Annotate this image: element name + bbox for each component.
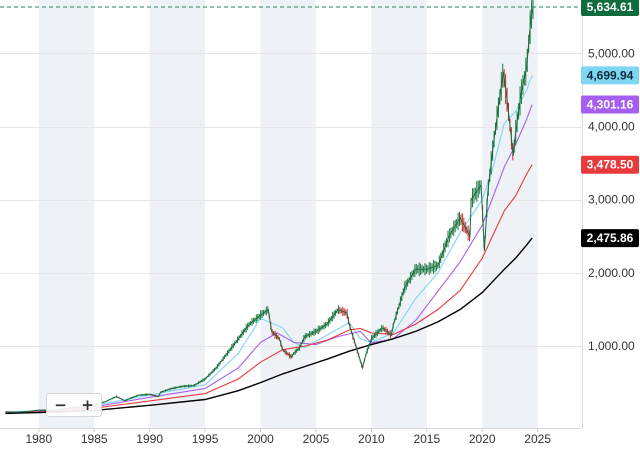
x-tick-label: 1980: [25, 432, 52, 446]
value-badge-label: 5,634.61: [587, 0, 634, 14]
year-band: [260, 0, 316, 428]
zoom-out-button[interactable]: −: [54, 395, 67, 414]
y-tick-label: 1,000.00: [588, 339, 635, 353]
moving-average-line: [5, 75, 533, 413]
y-tick-label: 3,000.00: [588, 193, 635, 207]
value-badge-label: 4,301.16: [587, 98, 634, 112]
year-band: [38, 0, 95, 428]
zoom-controls: − +: [46, 393, 102, 417]
x-tick-label: 2005: [303, 432, 330, 446]
x-tick-label: 2000: [247, 432, 274, 446]
value-badges: 5,634.61 4,699.94 4,301.16 3,478.50 2,475.86: [581, 0, 639, 248]
moving-average-line: [5, 164, 533, 414]
x-tick-label: 2020: [469, 432, 496, 446]
value-badge-label: 4,699.94: [587, 68, 634, 82]
x-tick-label: 2015: [413, 432, 440, 446]
y-tick-label: 2,000.00: [588, 266, 635, 280]
x-axis: 1980 1985 1990 1995 2000 2005 2010 2015 2020 2025: [25, 428, 551, 446]
value-badge: [581, 229, 639, 248]
moving-average-line: [5, 104, 533, 413]
value-badge: [581, 95, 639, 114]
y-tick-label: 4,000.00: [588, 120, 635, 134]
price-series-line: [5, 6, 534, 413]
x-tick-label: 1985: [81, 432, 108, 446]
value-badge-label: 2,475.86: [587, 231, 634, 245]
y-tick-label: 5,000.00: [588, 46, 635, 60]
year-bands: [38, 0, 538, 428]
value-badge: [581, 66, 639, 85]
moving-average-line: [5, 237, 533, 415]
y-axis: 1,000.00 2,000.00 3,000.00 4,000.00 5,000.00: [588, 46, 635, 353]
value-badge-label: 3,478.50: [587, 158, 634, 172]
series-layer: [0, 0, 582, 415]
grid-lines: [0, 53, 582, 347]
year-band: [149, 0, 206, 428]
value-badge: [581, 155, 639, 174]
x-tick-label: 2010: [358, 432, 385, 446]
value-badge: [581, 0, 639, 16]
x-tick-label: 1990: [136, 432, 163, 446]
year-band: [482, 0, 538, 428]
x-tick-label: 2025: [524, 432, 551, 446]
year-band: [371, 0, 427, 428]
zoom-in-button[interactable]: +: [81, 395, 94, 414]
x-tick-label: 1995: [192, 432, 219, 446]
